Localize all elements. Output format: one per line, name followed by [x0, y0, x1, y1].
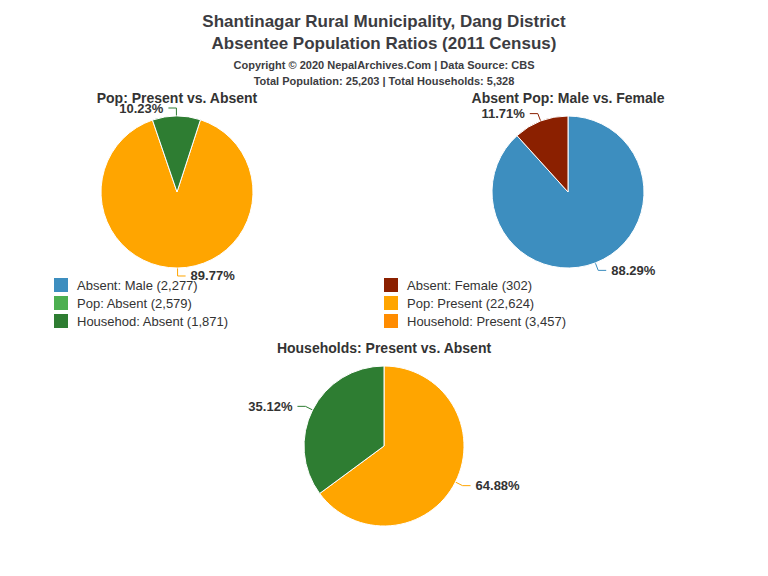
svg-text:10.23%: 10.23% [119, 101, 164, 116]
svg-text:Pop: Present (22,624): Pop: Present (22,624) [407, 296, 534, 311]
svg-text:Households: Present vs. Absent: Households: Present vs. Absent [277, 340, 492, 356]
svg-text:Absentee Population Ratios (20: Absentee Population Ratios (2011 Census) [212, 34, 557, 53]
svg-text:Househod: Absent (1,871): Househod: Absent (1,871) [77, 314, 228, 329]
svg-text:Household: Present (3,457): Household: Present (3,457) [407, 314, 566, 329]
svg-text:Shantinagar Rural Municipality: Shantinagar Rural Municipality, Dang Dis… [202, 12, 566, 31]
svg-text:64.88%: 64.88% [476, 478, 521, 493]
svg-text:Total Population: 25,203 | Tot: Total Population: 25,203 | Total Househo… [254, 75, 515, 87]
svg-text:88.29%: 88.29% [611, 263, 656, 278]
svg-text:11.71%: 11.71% [481, 106, 525, 121]
svg-text:Absent: Male (2,277): Absent: Male (2,277) [77, 278, 198, 293]
svg-text:35.12%: 35.12% [248, 399, 293, 414]
svg-text:Pop: Present vs. Absent: Pop: Present vs. Absent [96, 90, 258, 106]
svg-text:Absent Pop: Male vs. Female: Absent Pop: Male vs. Female [472, 90, 665, 106]
svg-text:Copyright © 2020 NepalArchives: Copyright © 2020 NepalArchives.Com | Dat… [234, 59, 535, 71]
svg-text:Absent: Female (302): Absent: Female (302) [407, 278, 532, 293]
svg-text:89.77%: 89.77% [191, 268, 236, 283]
svg-text:Pop: Absent (2,579): Pop: Absent (2,579) [77, 296, 192, 311]
